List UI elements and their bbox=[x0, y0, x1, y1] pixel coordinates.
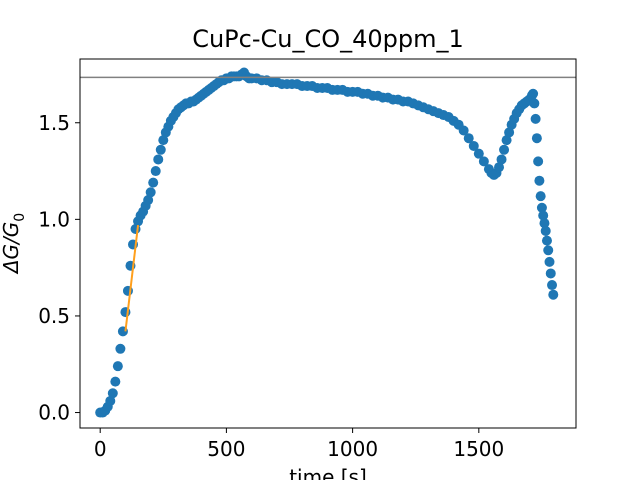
data-points-layer bbox=[95, 67, 559, 418]
plot-frame bbox=[79, 58, 577, 429]
data-point-24 bbox=[155, 144, 166, 155]
data-point-111 bbox=[494, 162, 505, 173]
data-point-114 bbox=[501, 135, 512, 146]
data-point-135 bbox=[540, 225, 551, 236]
fit-line bbox=[124, 225, 140, 332]
data-point-8 bbox=[115, 343, 126, 354]
data-point-115 bbox=[504, 127, 515, 138]
data-point-131 bbox=[535, 191, 546, 202]
y-tick-label-0: 0.0 bbox=[38, 401, 70, 425]
y-axis-label-subscript: 0 bbox=[12, 213, 28, 222]
data-point-113 bbox=[499, 144, 510, 155]
x-tick-label-3: 1500 bbox=[453, 437, 504, 461]
data-point-22 bbox=[150, 166, 161, 177]
lines-layer bbox=[80, 76, 576, 332]
data-point-105 bbox=[473, 148, 484, 159]
data-point-23 bbox=[153, 154, 164, 165]
data-point-130 bbox=[534, 175, 545, 186]
y-tick-label-2: 1.0 bbox=[38, 207, 70, 231]
data-point-132 bbox=[536, 202, 547, 213]
data-point-139 bbox=[545, 268, 556, 279]
x-tick-label-1: 500 bbox=[207, 437, 245, 461]
data-point-127 bbox=[530, 113, 541, 124]
x-axis-label: time [s] bbox=[289, 465, 367, 480]
data-point-106 bbox=[478, 156, 489, 167]
data-point-6 bbox=[110, 376, 121, 387]
data-point-134 bbox=[539, 218, 550, 229]
data-point-21 bbox=[148, 177, 159, 188]
data-point-104 bbox=[468, 140, 479, 151]
data-point-7 bbox=[112, 361, 123, 372]
data-point-128 bbox=[531, 133, 542, 144]
data-point-137 bbox=[543, 245, 554, 256]
data-point-20 bbox=[145, 187, 156, 198]
data-point-103 bbox=[463, 133, 474, 144]
data-point-126 bbox=[529, 98, 540, 109]
data-point-141 bbox=[548, 289, 559, 300]
ticks-layer: 0 500 1000 1500 0.0 0.5 1.0 1.5 bbox=[38, 111, 504, 461]
data-point-140 bbox=[547, 280, 558, 291]
data-point-25 bbox=[158, 135, 169, 146]
data-point-4 bbox=[105, 395, 116, 406]
data-point-136 bbox=[541, 235, 552, 246]
data-point-129 bbox=[533, 156, 544, 167]
data-point-19 bbox=[143, 195, 154, 206]
y-tick-label-3: 1.5 bbox=[38, 111, 70, 135]
data-point-133 bbox=[538, 210, 549, 221]
data-point-125 bbox=[528, 88, 539, 99]
x-tick-label-0: 0 bbox=[94, 437, 107, 461]
data-point-138 bbox=[544, 256, 555, 267]
y-axis-label-main: ΔG/G bbox=[0, 222, 23, 275]
data-point-112 bbox=[496, 154, 507, 165]
y-axis-label: ΔG/G0 bbox=[0, 213, 28, 275]
x-tick-label-2: 1000 bbox=[327, 437, 378, 461]
chart-title: CuPc-Cu_CO_40ppm_1 bbox=[192, 25, 464, 53]
data-point-5 bbox=[107, 388, 118, 399]
data-point-102 bbox=[458, 125, 469, 136]
y-tick-label-1: 0.5 bbox=[38, 304, 70, 328]
